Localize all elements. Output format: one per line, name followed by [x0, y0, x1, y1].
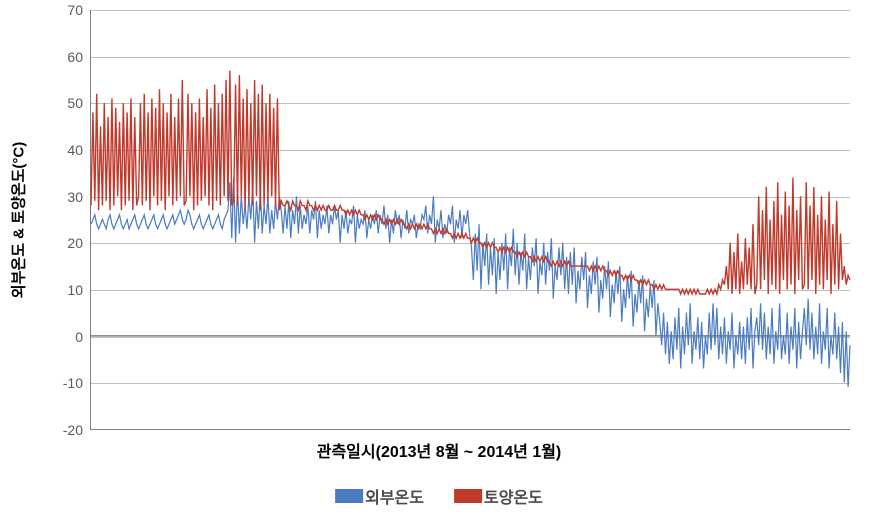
legend-swatch-external — [335, 489, 363, 503]
legend-swatch-soil — [454, 489, 482, 503]
chart-plot-area — [90, 10, 850, 430]
ytick-label: -10 — [43, 375, 83, 391]
x-axis-label: 관측일시(2013년 8월 ~ 2014년 1월) — [317, 438, 562, 462]
ytick-label: 40 — [43, 142, 83, 158]
legend-item-external-temp: 외부온도 — [335, 484, 424, 508]
ytick-label: 60 — [43, 49, 83, 65]
chart-lines-svg — [91, 10, 850, 429]
ytick-label: 20 — [43, 235, 83, 251]
y-axis-label: 외부온도 & 토양온도(°C) — [8, 142, 29, 298]
legend-label-external: 외부온도 — [365, 484, 424, 508]
legend-label-soil: 토양온도 — [484, 484, 543, 508]
ytick-label: 30 — [43, 189, 83, 205]
ytick-label: 10 — [43, 282, 83, 298]
legend: 외부온도 토양온도 — [335, 484, 543, 508]
legend-item-soil-temp: 토양온도 — [454, 484, 543, 508]
ytick-label: 70 — [43, 2, 83, 18]
series-line — [91, 71, 850, 294]
ytick-label: 50 — [43, 95, 83, 111]
ytick-label: 0 — [43, 329, 83, 345]
ytick-label: -20 — [43, 422, 83, 438]
